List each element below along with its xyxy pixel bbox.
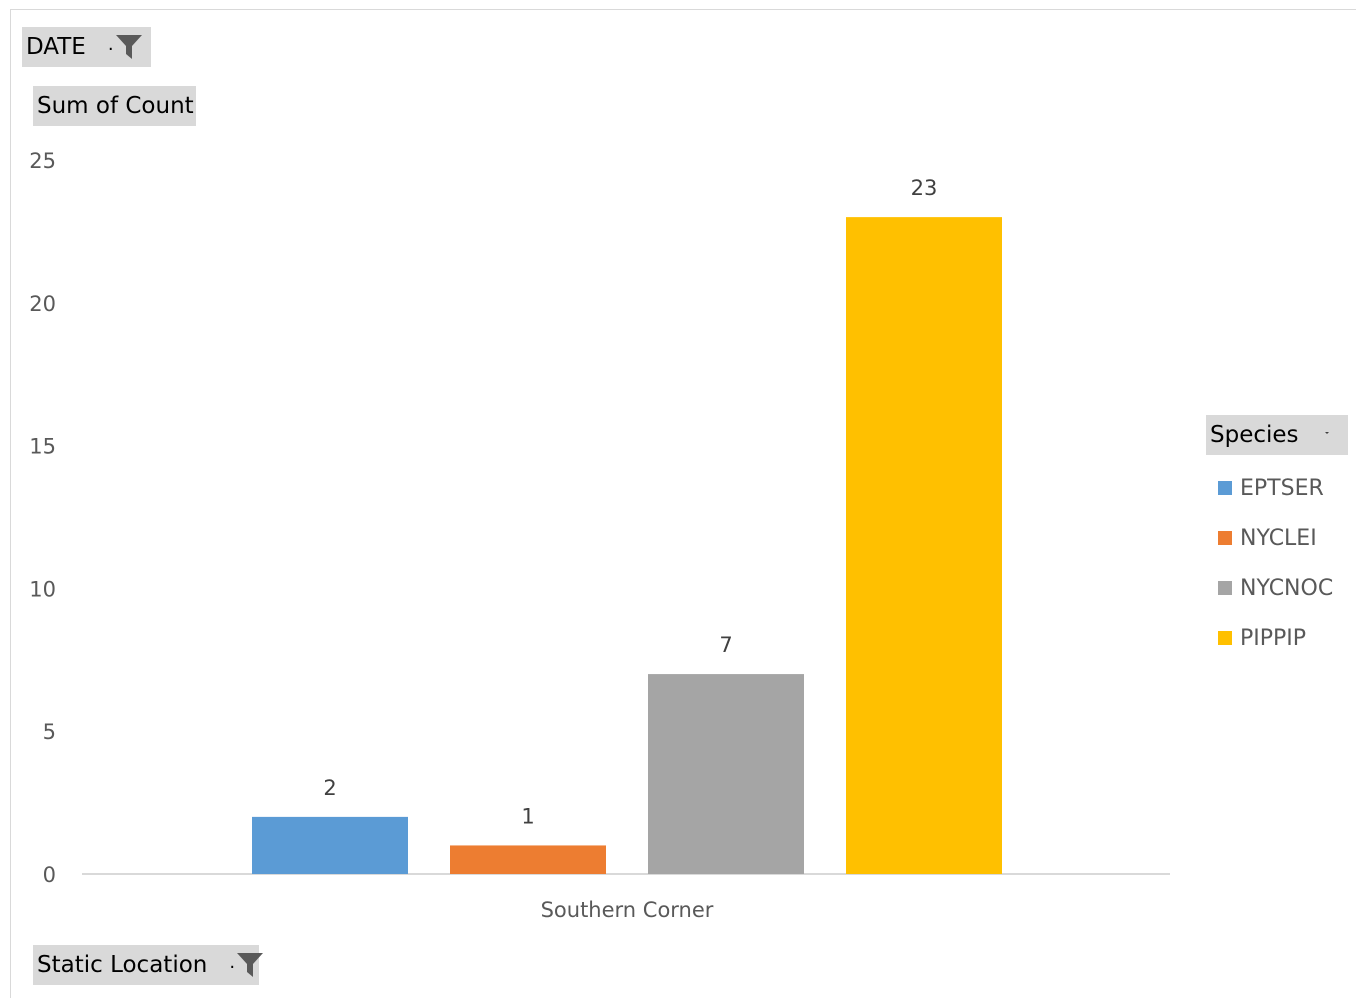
data-label-nyclei: 1	[521, 804, 534, 828]
y-tick-label-0: 0	[43, 863, 56, 887]
bar-eptser[interactable]	[252, 816, 408, 874]
legend-swatch	[1218, 581, 1232, 595]
date-filter-label: DATE	[26, 34, 86, 60]
value-field-label: Sum of Count	[37, 93, 194, 119]
data-label-pippip: 23	[911, 176, 938, 200]
data-label-nycnoc: 7	[719, 633, 732, 657]
axis-filter-indicator[interactable]: .	[229, 952, 264, 978]
data-label-eptser: 2	[323, 776, 336, 800]
legend-item-nyclei[interactable]: NYCLEI	[1218, 513, 1333, 563]
dropdown-icon	[1325, 432, 1329, 434]
legend-item-pippip[interactable]: PIPPIP	[1218, 613, 1333, 663]
legend-label: PIPPIP	[1240, 625, 1307, 651]
legend-label: EPTSER	[1240, 475, 1324, 501]
date-filter-button[interactable]: DATE .	[22, 27, 151, 67]
bar-nyclei[interactable]	[450, 845, 606, 874]
legend-field-label: Species	[1210, 422, 1299, 448]
bar-nycnoc[interactable]	[648, 674, 804, 874]
funnel-icon	[237, 953, 264, 977]
date-filter-indicator[interactable]: .	[108, 34, 143, 60]
legend-item-eptser[interactable]: EPTSER	[1218, 463, 1333, 513]
legend-swatch	[1218, 631, 1232, 645]
axis-field-button[interactable]: Static Location .	[33, 945, 264, 985]
legend-swatch	[1218, 531, 1232, 545]
date-filter-dot: .	[107, 34, 114, 55]
axis-field-label: Static Location	[37, 952, 208, 978]
y-tick-label-1: 5	[43, 720, 56, 744]
y-tick-label-2: 10	[29, 577, 56, 601]
legend-field-button[interactable]: Species	[1206, 415, 1348, 455]
legend-label: NYCNOC	[1240, 575, 1334, 601]
legend-swatch	[1218, 481, 1232, 495]
funnel-icon	[115, 35, 142, 59]
y-tick-label-4: 20	[29, 292, 56, 316]
legend-label: NYCLEI	[1240, 525, 1317, 551]
legend-item-nycnoc[interactable]: NYCNOC	[1218, 563, 1333, 613]
chart-area	[10, 9, 1356, 998]
axis-filter-dot: .	[229, 952, 236, 973]
legend: EPTSER NYCLEI NYCNOC PIPPIP	[1218, 463, 1333, 663]
x-category-label-0: Southern Corner	[541, 898, 714, 922]
y-tick-label-3: 15	[29, 435, 56, 459]
bar-pippip[interactable]	[846, 217, 1002, 874]
value-field-button[interactable]: Sum of Count	[33, 86, 196, 126]
y-tick-label-5: 25	[29, 149, 56, 173]
